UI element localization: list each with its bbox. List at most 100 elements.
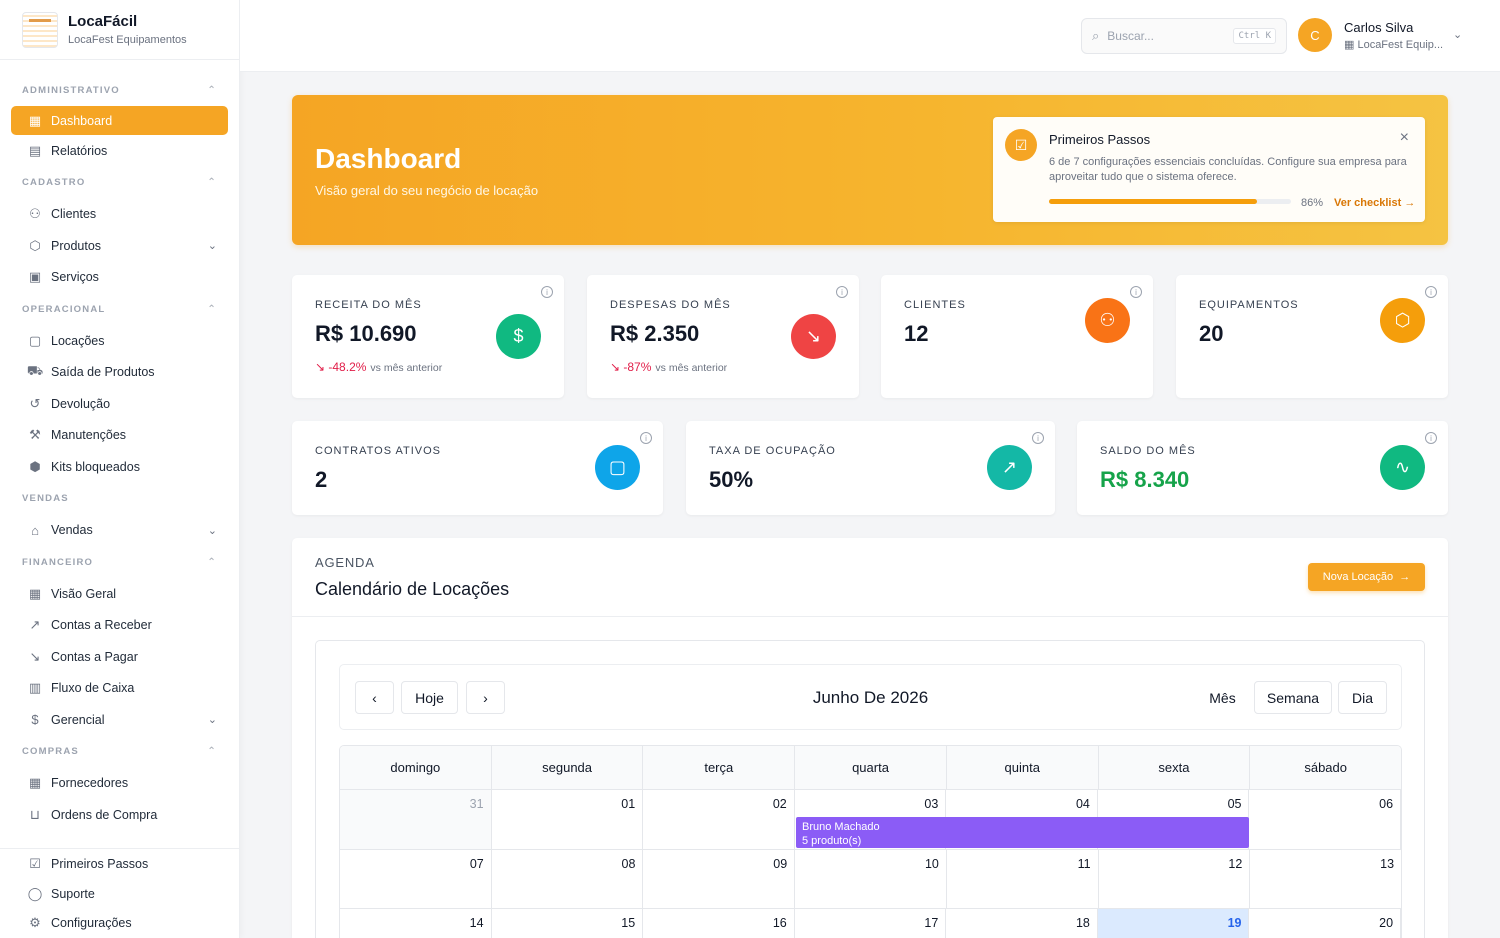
- activity-icon: ∿: [1380, 445, 1425, 490]
- agenda-header: AGENDA Calendário de Locações Nova Locaç…: [292, 538, 1448, 617]
- calendar-day-cell[interactable]: 19: [1097, 909, 1250, 938]
- close-icon[interactable]: ×: [1399, 129, 1409, 146]
- sidebar-item-label: Saída de Produtos: [51, 365, 155, 380]
- view-day-button[interactable]: Dia: [1338, 681, 1387, 714]
- sidebar-section-administrativo[interactable]: ADMINISTRATIVO ⌃: [0, 74, 239, 106]
- sidebar-item-locacoes[interactable]: ▢ Locações: [0, 325, 239, 357]
- sidebar-item-manutencoes[interactable]: ⚒ Manutenções: [0, 420, 239, 452]
- sidebar-item-contas-a-receber[interactable]: ↗ Contas a Receber: [0, 610, 239, 642]
- sidebar-item-produtos[interactable]: ⬡ Produtos ⌄: [0, 230, 239, 262]
- truck-icon: ⛟: [26, 363, 44, 379]
- info-icon[interactable]: i: [1130, 286, 1142, 298]
- sidebar-item-clientes[interactable]: ⚇ Clientes: [0, 199, 239, 231]
- chevron-down-icon[interactable]: ⌄: [1453, 29, 1463, 41]
- view-week-button[interactable]: Semana: [1254, 681, 1332, 714]
- new-rental-button[interactable]: Nova Locação →: [1308, 563, 1425, 591]
- sidebar-item-label: Vendas: [51, 523, 93, 538]
- info-icon[interactable]: i: [1425, 432, 1437, 444]
- calendar-toolbar: ‹ Hoje › Junho De 2026 Mês Semana Dia: [339, 664, 1402, 730]
- sidebar-nav: ADMINISTRATIVO ⌃ ▦ Dashboard ▤ Relatórios CADA…: [0, 60, 239, 831]
- calendar-day-cell[interactable]: 17: [795, 909, 947, 938]
- calendar-day-cell[interactable]: 16: [643, 909, 795, 938]
- stat-label: EQUIPAMENTOS: [1199, 299, 1299, 311]
- calendar-day-cell[interactable]: 09: [643, 849, 796, 908]
- view-month-button[interactable]: Mês: [1194, 681, 1251, 714]
- sidebar-item-primeiros-passos[interactable]: ☑ Primeiros Passos: [0, 850, 239, 880]
- chevron-left-icon: ‹: [372, 689, 377, 706]
- page-subtitle: Visão geral do seu negócio de locação: [315, 183, 539, 198]
- sidebar-item-configuracoes[interactable]: ⚙ Configurações: [0, 909, 239, 938]
- sidebar-item-suporte[interactable]: ◯ Suporte: [0, 879, 239, 909]
- calendar-day-cell[interactable]: 07: [340, 849, 492, 908]
- calendar-day-cell[interactable]: 13: [1380, 856, 1395, 871]
- return-icon: ↺: [29, 395, 41, 411]
- info-icon[interactable]: i: [640, 432, 652, 444]
- sidebar-section-compras[interactable]: COMPRAS ⌃: [0, 736, 239, 768]
- sidebar-section-financeiro[interactable]: FINANCEIRO ⌃: [0, 546, 239, 578]
- stat-trend-value: -48.2%: [328, 360, 367, 374]
- sidebar-item-saida-de-produtos[interactable]: ⛟ Saída de Produtos: [0, 357, 239, 389]
- stat-card-clientes: CLIENTES 12 i ⚇: [881, 275, 1153, 398]
- sidebar-item-contas-a-pagar[interactable]: ↘ Contas a Pagar: [0, 641, 239, 673]
- sidebar-item-devolucao[interactable]: ↺ Devolução: [0, 388, 239, 420]
- sidebar-item-visao-geral[interactable]: ▦ Visão Geral: [0, 578, 239, 610]
- calendar-day-cell[interactable]: 12: [1099, 849, 1251, 908]
- sidebar-item-fluxo-de-caixa[interactable]: ▥ Fluxo de Caixa: [0, 673, 239, 705]
- info-icon[interactable]: i: [836, 286, 848, 298]
- calendar-event[interactable]: Bruno Machado 5 produto(s): [796, 817, 1249, 848]
- calendar-day-cell[interactable]: 06: [1249, 790, 1401, 849]
- calendar-day-cell[interactable]: 08: [492, 849, 644, 908]
- sidebar-item-dashboard[interactable]: ▦ Dashboard: [11, 106, 228, 135]
- gear-icon: ⚙: [29, 915, 41, 931]
- checklist-link[interactable]: Ver checklist →: [1334, 197, 1415, 209]
- calendar-day-cell[interactable]: 11: [947, 849, 1099, 908]
- user-menu[interactable]: C Carlos Silva ▦ LocaFest Equip...: [1298, 18, 1443, 52]
- calendar-day-cell[interactable]: 14: [340, 909, 492, 938]
- cart-icon: ⊔: [29, 806, 41, 822]
- arrow-right-icon: →: [1399, 571, 1411, 583]
- event-detail: 5 produto(s): [802, 835, 862, 847]
- info-icon[interactable]: i: [1425, 286, 1437, 298]
- sidebar-item-fornecedores[interactable]: ▦ Fornecedores: [0, 768, 239, 800]
- sidebar-item-vendas[interactable]: ⌂ Vendas ⌄: [0, 515, 239, 547]
- calendar-day-cell[interactable]: 15: [492, 909, 644, 938]
- prev-month-button[interactable]: ‹: [355, 681, 394, 714]
- users-icon: ⚇: [29, 206, 41, 222]
- stat-label: CLIENTES: [904, 299, 966, 311]
- weekday-sabado: sábado: [1304, 760, 1347, 775]
- calendar-day-cell[interactable]: 10: [795, 849, 947, 908]
- stat-value: 12: [904, 321, 929, 346]
- grid-icon: ▦: [28, 112, 42, 128]
- dollar-icon: $: [31, 712, 39, 728]
- search-input[interactable]: ⌕ Buscar... Ctrl K: [1081, 18, 1287, 54]
- user-company-text: LocaFest Equip...: [1357, 38, 1444, 51]
- calendar-day-cell[interactable]: 02: [643, 790, 795, 849]
- calendar-day-cell[interactable]: 18: [946, 909, 1098, 938]
- sidebar-item-label: Fluxo de Caixa: [51, 681, 135, 696]
- next-month-button[interactable]: ›: [466, 681, 505, 714]
- brand: LocaFácil LocaFest Equipamentos: [0, 0, 239, 60]
- sidebar-item-kits-bloqueados[interactable]: ⬢ Kits bloqueados: [0, 451, 239, 483]
- calendar-day-cell[interactable]: 20: [1249, 909, 1401, 938]
- sidebar-item-label: Manutenções: [51, 428, 127, 443]
- event-name: Bruno Machado: [802, 821, 880, 833]
- calendar-icon: ▢: [595, 445, 640, 490]
- info-icon[interactable]: i: [1032, 432, 1044, 444]
- info-icon[interactable]: i: [541, 286, 553, 298]
- search-placeholder: Buscar...: [1107, 29, 1154, 43]
- stat-card-taxa-de-ocupacao: TAXA DE OCUPAÇÃO 50% i ↗: [686, 421, 1055, 515]
- calendar-day-cell[interactable]: 31: [340, 790, 492, 849]
- weekday-quinta: quinta: [947, 746, 1099, 789]
- stat-label: RECEITA DO MÊS: [315, 299, 422, 311]
- calendar-day-cell[interactable]: 01: [492, 790, 644, 849]
- sidebar-section-vendas[interactable]: VENDAS: [0, 483, 239, 515]
- sidebar-section-cadastro[interactable]: CADASTRO ⌃: [0, 167, 239, 199]
- sidebar-section-operacional[interactable]: OPERACIONAL ⌃: [0, 293, 239, 325]
- today-button[interactable]: Hoje: [401, 681, 458, 714]
- sidebar-item-servicos[interactable]: ▣ Serviços: [0, 262, 239, 294]
- sidebar-item-relatorios[interactable]: ▤ Relatórios: [0, 135, 239, 167]
- sidebar-item-gerencial[interactable]: $ Gerencial ⌄: [0, 704, 239, 736]
- sidebar-item-ordens-de-compra[interactable]: ⊔ Ordens de Compra: [0, 799, 239, 831]
- stat-card-receita-do-mes: RECEITA DO MÊS R$ 10.690 i $ ↘ -48.2% vs mês …: [292, 275, 564, 398]
- month-label: Junho De 2026: [812, 688, 929, 707]
